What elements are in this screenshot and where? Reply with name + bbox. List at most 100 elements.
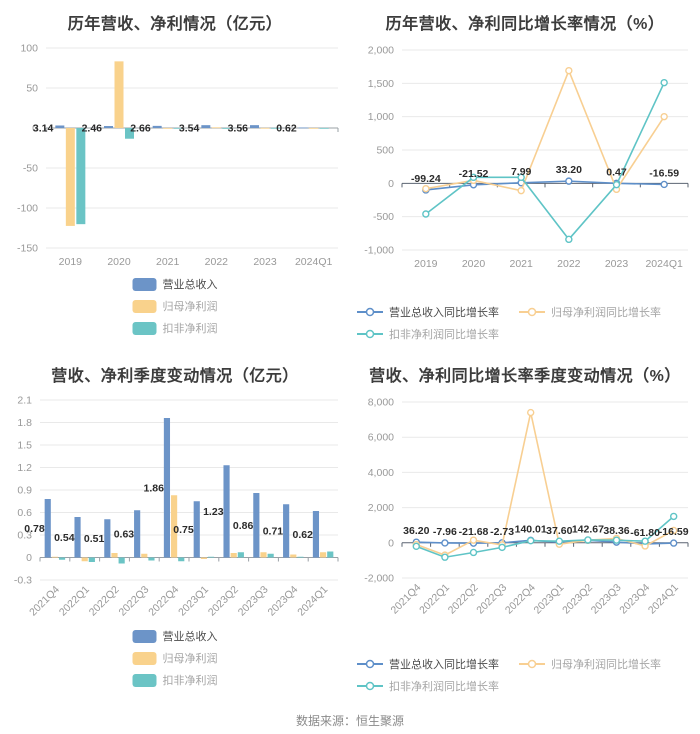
svg-text:0.71: 0.71 — [263, 525, 284, 537]
svg-text:-61.80: -61.80 — [630, 527, 660, 539]
series-line-non-gaap-growth — [412, 512, 678, 561]
svg-text:2024Q1: 2024Q1 — [295, 584, 330, 619]
bar-revenue — [312, 511, 320, 558]
x-axis — [45, 127, 339, 132]
svg-text:-7.96: -7.96 — [433, 526, 457, 538]
legend-item-revenue-growth[interactable]: 营业总收入同比增长率 — [357, 304, 499, 320]
bar-net-profit — [260, 127, 270, 129]
svg-text:2024Q1: 2024Q1 — [646, 582, 681, 617]
legend-item-revenue[interactable]: 营业总收入 — [132, 628, 218, 644]
svg-text:0: 0 — [32, 123, 38, 135]
bar-net-profit — [111, 553, 118, 558]
bar-non-gaap-profit — [76, 128, 86, 225]
legend-quarterly-revenue-profit: 营业总收入归母净利润扣非净利润 — [88, 628, 263, 688]
svg-text:-0.3: -0.3 — [14, 575, 32, 587]
svg-text:0.6: 0.6 — [17, 507, 32, 519]
value-labels: 36.20 -7.96 -21.68 -2.73 140.01 37.60 142.67 38… — [403, 523, 689, 539]
svg-text:500: 500 — [376, 145, 394, 157]
bar-revenue — [44, 499, 51, 558]
chart-title-annual-revenue-profit: 历年营收、净利情况（亿元） — [67, 16, 283, 33]
svg-text:2023Q2: 2023Q2 — [560, 582, 595, 617]
bar-net-profit — [65, 128, 75, 226]
svg-text:0.63: 0.63 — [114, 528, 135, 540]
svg-text:2022: 2022 — [557, 258, 581, 270]
legend-line-marker-icon — [357, 307, 383, 317]
svg-text:0.62: 0.62 — [293, 529, 314, 541]
bar-revenue — [134, 510, 141, 558]
bars — [44, 418, 334, 564]
svg-text:2024Q1: 2024Q1 — [645, 258, 683, 270]
legend-item-net-profit[interactable]: 归母净利润 — [132, 298, 218, 314]
svg-text:-2.73: -2.73 — [490, 526, 514, 538]
legend-swatch-icon — [132, 321, 157, 335]
bar-net-profit — [163, 127, 173, 129]
legend-line-marker-icon — [519, 307, 545, 317]
legend-item-net-profit-growth[interactable]: 归母净利润同比增长率 — [519, 656, 661, 672]
svg-text:-99.24: -99.24 — [411, 173, 441, 185]
legend-label: 归母净利润同比增长率 — [551, 659, 661, 671]
x-axis-labels: 2019 2020 2021 2022 2023 2024Q1 — [59, 256, 333, 268]
chart-title-quarterly-growth-rate: 营收、净利同比增长率季度变动情况（%） — [369, 368, 681, 385]
svg-text:2022Q2: 2022Q2 — [87, 584, 122, 619]
svg-text:0.62: 0.62 — [276, 123, 297, 135]
legend-line-marker-icon — [357, 681, 383, 691]
annual-revenue-profit-chart: 100 50 0 -50 -100 -150 2019 2020 2021 2022 2023 202… — [17, 43, 339, 268]
svg-text:2022Q3: 2022Q3 — [117, 584, 152, 619]
legend-item-revenue-growth[interactable]: 营业总收入同比增长率 — [357, 656, 499, 672]
legend-quarterly-growth-rate: 营业总收入同比增长率 归母净利润同比增长率扣非净利润同比增长率 — [357, 656, 693, 694]
legend-item-non-gaap-profit[interactable]: 扣非净利润 — [132, 320, 218, 336]
bar-revenue — [193, 501, 200, 558]
svg-text:2023Q3: 2023Q3 — [236, 584, 271, 619]
bar-net-profit — [211, 127, 221, 129]
quarterly-revenue-profit-chart: 2.11.81.51.20.90.60.30-0.32021Q42022Q120… — [14, 395, 339, 619]
legend-item-non-gaap-growth[interactable]: 扣非净利润同比增长率 — [357, 326, 499, 342]
svg-text:2022Q1: 2022Q1 — [417, 582, 452, 617]
x-axis-labels: 2019 2020 2021 2022 2023 2024Q1 — [414, 258, 683, 270]
svg-text:-16.59: -16.59 — [649, 167, 679, 179]
legend-item-non-gaap-profit[interactable]: 扣非净利润 — [132, 672, 218, 688]
series-line-net-profit-growth — [422, 66, 668, 195]
svg-text:2021Q4: 2021Q4 — [27, 584, 62, 619]
svg-text:2023Q1: 2023Q1 — [532, 582, 567, 617]
svg-text:2.66: 2.66 — [130, 123, 151, 135]
legend-item-net-profit-growth[interactable]: 归母净利润同比增长率 — [519, 304, 661, 320]
bar-non-gaap-profit — [271, 127, 280, 129]
svg-text:1,500: 1,500 — [368, 78, 394, 90]
legend-item-net-profit[interactable]: 归母净利润 — [132, 650, 218, 666]
legend-label: 营业总收入同比增长率 — [389, 307, 499, 319]
bar-non-gaap-profit — [88, 557, 95, 562]
svg-text:36.20: 36.20 — [403, 525, 429, 537]
svg-text:2,000: 2,000 — [368, 45, 394, 57]
svg-text:0.51: 0.51 — [84, 533, 105, 545]
data-source-label: 数据来源：恒生聚源 — [295, 714, 404, 728]
svg-text:1.8: 1.8 — [17, 417, 32, 429]
svg-text:2,000: 2,000 — [368, 502, 394, 514]
x-axis-labels: 2021Q42022Q12022Q22022Q32022Q42023Q12023… — [389, 582, 681, 617]
svg-text:100: 100 — [20, 43, 38, 55]
legend-item-revenue[interactable]: 营业总收入 — [132, 276, 218, 292]
charts-grid: 历年营收、净利情况（亿元） 100 50 0 -50 -100 -150 2019 2020 2… — [14, 16, 693, 694]
bar-non-gaap-profit — [327, 551, 334, 558]
grid-lines — [402, 49, 688, 251]
svg-text:0: 0 — [388, 178, 394, 190]
svg-text:0.54: 0.54 — [54, 532, 75, 544]
x-axis-labels: 2021Q42022Q12022Q22022Q32022Q42023Q12023… — [27, 584, 330, 619]
svg-text:2023: 2023 — [605, 258, 629, 270]
svg-text:-16.59: -16.59 — [659, 526, 689, 538]
grid-lines — [46, 47, 338, 249]
bar-revenue — [55, 125, 65, 128]
svg-text:2022Q4: 2022Q4 — [146, 584, 181, 619]
legend-swatch-icon — [132, 651, 157, 665]
svg-text:2022Q1: 2022Q1 — [57, 584, 92, 619]
svg-text:2022: 2022 — [205, 256, 229, 268]
svg-text:2021: 2021 — [509, 258, 533, 270]
svg-text:0.86: 0.86 — [233, 520, 254, 532]
svg-text:3.14: 3.14 — [33, 123, 54, 135]
value-labels: -99.24 -21.52 7.99 33.20 0.47 -16.59 — [411, 164, 679, 185]
legend-item-non-gaap-growth[interactable]: 扣非净利润同比增长率 — [357, 678, 499, 694]
bar-net-profit — [114, 61, 124, 128]
y-axis-labels: 8,000 6,000 4,000 2,000 0 -2,000 — [364, 397, 394, 585]
svg-text:2023Q2: 2023Q2 — [206, 584, 241, 619]
svg-text:1,000: 1,000 — [368, 111, 394, 123]
svg-text:33.20: 33.20 — [556, 164, 582, 176]
